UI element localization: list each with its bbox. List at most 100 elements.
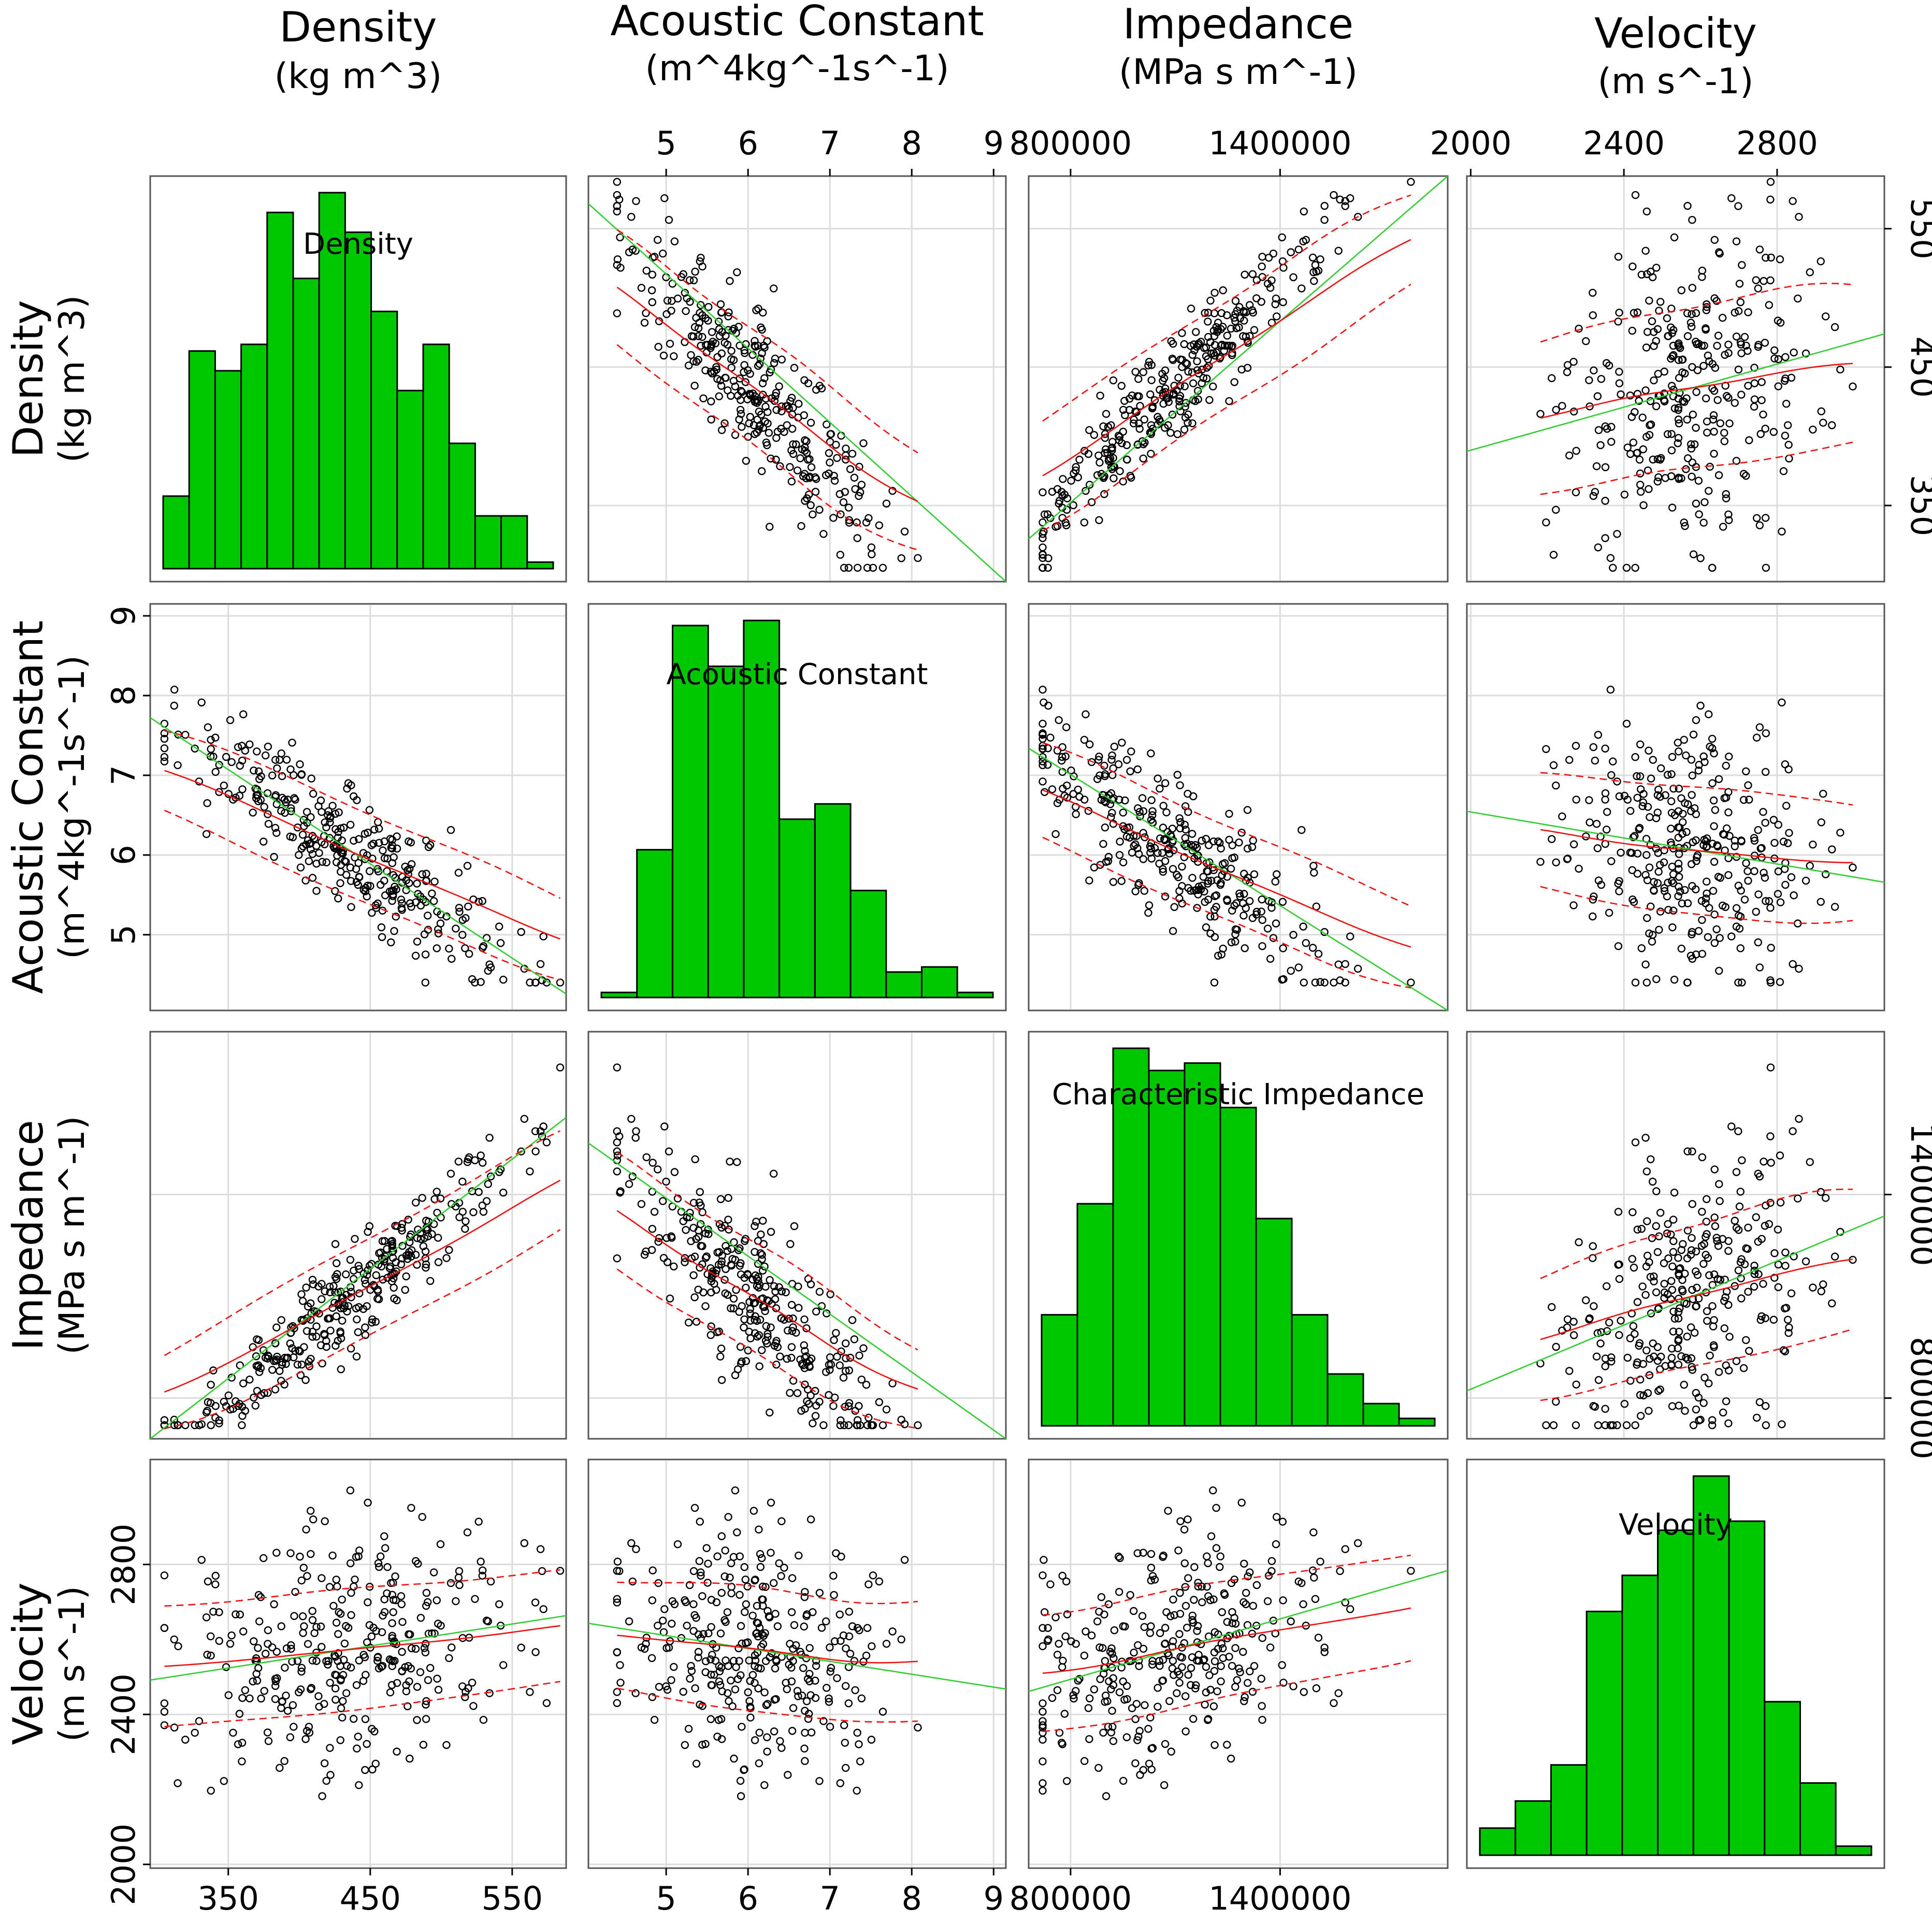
data-point: [1724, 349, 1733, 357]
data-point: [249, 1677, 257, 1686]
data-point: [737, 1622, 745, 1630]
data-point: [1272, 919, 1280, 928]
data-point: [1629, 438, 1638, 447]
data-point: [397, 1260, 406, 1268]
data-point: [1766, 195, 1775, 204]
data-point: [1216, 839, 1224, 847]
data-point: [291, 1587, 299, 1596]
data-point: [1660, 887, 1669, 895]
data-point: [717, 426, 726, 435]
data-point: [1263, 1597, 1272, 1606]
data-point: [181, 1421, 190, 1429]
data-point: [1108, 808, 1116, 817]
data-point: [1614, 942, 1623, 950]
data-point: [197, 1420, 206, 1428]
data-point: [372, 904, 380, 912]
data-point: [1258, 1634, 1266, 1642]
data-point: [1694, 476, 1703, 485]
data-point: [458, 931, 467, 939]
data-point: [817, 1624, 826, 1632]
data-point: [1782, 399, 1791, 408]
data-point: [432, 1188, 441, 1196]
data-point: [1613, 530, 1621, 538]
data-point: [1718, 901, 1727, 910]
panel-frame: [149, 603, 567, 1011]
data-point: [1663, 430, 1672, 438]
data-point: [1039, 543, 1047, 552]
data-point: [1639, 1391, 1648, 1400]
data-point: [430, 1568, 438, 1577]
data-point: [385, 1655, 394, 1664]
data-point: [1767, 944, 1775, 952]
data-point: [1039, 563, 1047, 572]
data-point: [1110, 742, 1119, 751]
data-point: [863, 1624, 872, 1632]
histogram-bar: [1621, 1574, 1659, 1856]
data-point: [1732, 457, 1741, 465]
data-point: [1637, 270, 1646, 279]
data-point: [352, 878, 361, 886]
data-point: [1700, 1374, 1709, 1382]
data-point: [1642, 432, 1651, 441]
data-point: [1549, 761, 1558, 770]
data-point: [787, 1353, 796, 1362]
data-point: [1258, 262, 1266, 271]
data-point: [1769, 816, 1778, 824]
data-point: [1240, 1559, 1248, 1568]
data-point: [689, 333, 698, 341]
data-point: [699, 394, 708, 402]
data-point: [763, 1329, 772, 1338]
data-point: [1750, 836, 1759, 845]
data-point: [308, 850, 317, 858]
data-point: [1639, 790, 1648, 798]
data-point: [542, 1699, 551, 1708]
data-point: [1719, 523, 1727, 531]
data-point: [867, 543, 876, 552]
data-point: [1761, 514, 1770, 522]
data-point: [1039, 719, 1047, 728]
data-point: [381, 1544, 390, 1552]
data-point: [689, 1198, 698, 1207]
data-point: [1767, 253, 1775, 262]
data-point: [734, 1246, 743, 1254]
data-point: [1139, 454, 1147, 463]
data-point: [1160, 835, 1169, 843]
data-point: [1674, 1361, 1683, 1369]
data-point: [1231, 1644, 1239, 1652]
data-point: [710, 1671, 718, 1679]
data-point: [375, 1563, 383, 1571]
data-point: [1202, 923, 1210, 932]
data-point: [350, 1582, 358, 1591]
data-point: [690, 323, 699, 331]
data-point: [756, 1563, 765, 1571]
data-point: [757, 1664, 765, 1673]
data-point: [531, 978, 540, 987]
data-point: [1703, 1195, 1711, 1204]
data-point: [1652, 1187, 1661, 1195]
data-point: [1087, 1631, 1096, 1640]
data-point: [1258, 1715, 1266, 1724]
data-point: [855, 1626, 863, 1635]
data-point: [160, 729, 169, 738]
data-point: [1674, 823, 1683, 832]
data-point: [1652, 337, 1661, 345]
data-point: [844, 563, 853, 572]
data-point: [806, 418, 815, 427]
data-point: [1272, 1513, 1281, 1521]
data-point: [1794, 1194, 1802, 1203]
data-point: [531, 1127, 540, 1135]
data-point: [1334, 247, 1343, 255]
data-point: [362, 1279, 370, 1288]
data-point: [222, 1663, 230, 1671]
data-point: [1703, 428, 1711, 437]
data-point: [1706, 1351, 1714, 1360]
data-point: [1219, 286, 1227, 295]
data-point: [1703, 1307, 1711, 1316]
data-point: [393, 1747, 401, 1756]
data-point: [1656, 1208, 1665, 1217]
data-point: [755, 422, 763, 430]
data-point: [383, 1589, 391, 1598]
data-point: [1667, 382, 1676, 390]
data-point: [421, 1640, 430, 1648]
data-point: [827, 1664, 835, 1672]
